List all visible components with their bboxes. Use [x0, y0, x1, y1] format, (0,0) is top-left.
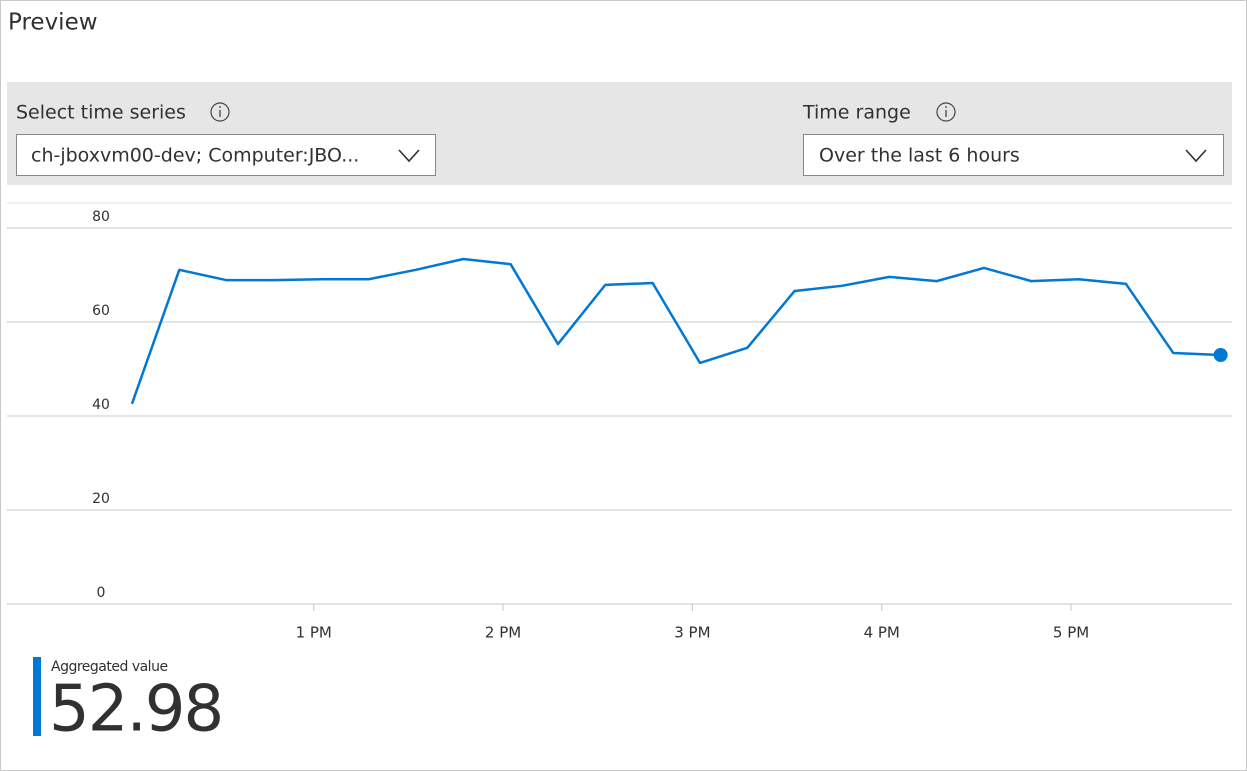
y-tick-label: 40 [92, 397, 110, 413]
y-tick-label: 0 [97, 585, 106, 601]
data-line [130, 257, 1221, 405]
y-tick-label: 20 [92, 491, 110, 507]
x-tick-label: 4 PM [864, 624, 900, 642]
accent-bar [33, 657, 41, 736]
y-tick-label: 80 [92, 209, 110, 225]
control-label: Select time series [16, 102, 186, 124]
x-tick-label: 3 PM [674, 624, 710, 642]
info-icon[interactable] [210, 102, 230, 122]
x-tick-label: 2 PM [485, 624, 521, 642]
info-icon[interactable] [936, 102, 956, 122]
x-tick-label: 1 PM [296, 624, 332, 642]
dropdown-value: ch-jboxvm00-dev; Computer:JBO... [31, 145, 359, 167]
dropdown-value: Over the last 6 hours [819, 145, 1020, 167]
last-point [1213, 347, 1228, 362]
aggregated-value: 52.98 [49, 673, 222, 747]
y-tick-label: 60 [92, 303, 110, 319]
panel-title: Preview [8, 10, 98, 36]
line-chart: 0 20 40 60 80 1 PM 2 PM 3 PM 4 PM 5 PM [7, 209, 1232, 642]
control-label: Time range [802, 102, 911, 124]
time-series-dropdown[interactable]: ch-jboxvm00-dev; Computer:JBO... [16, 134, 436, 176]
time-range-dropdown[interactable]: Over the last 6 hours [803, 134, 1224, 176]
aggregated-label: Aggregated value [51, 659, 168, 675]
x-tick-label: 5 PM [1053, 624, 1089, 642]
